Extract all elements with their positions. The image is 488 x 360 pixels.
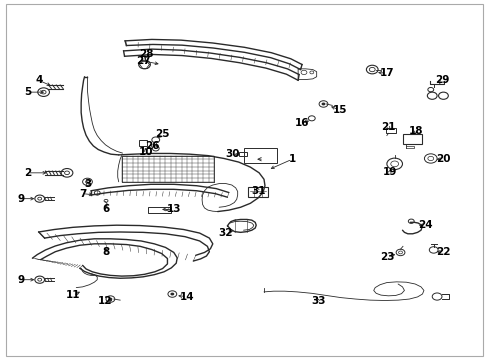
- Text: 32: 32: [218, 228, 233, 238]
- Text: 9: 9: [18, 194, 25, 204]
- Text: 4: 4: [35, 75, 42, 85]
- Circle shape: [321, 103, 325, 105]
- Circle shape: [170, 293, 174, 296]
- Text: 26: 26: [145, 141, 160, 151]
- Text: 16: 16: [294, 118, 308, 128]
- Text: 30: 30: [224, 149, 239, 159]
- Text: 23: 23: [379, 252, 393, 262]
- Text: 29: 29: [434, 75, 448, 85]
- Text: 9: 9: [18, 275, 25, 285]
- Text: 19: 19: [382, 167, 396, 177]
- Text: 31: 31: [250, 186, 265, 197]
- Text: 21: 21: [380, 122, 395, 132]
- Text: 6: 6: [102, 204, 109, 215]
- Text: 2: 2: [24, 168, 31, 178]
- Text: 10: 10: [139, 147, 153, 157]
- Text: 17: 17: [379, 68, 393, 78]
- Text: 33: 33: [311, 296, 325, 306]
- Text: 13: 13: [166, 204, 181, 215]
- Text: 27: 27: [136, 56, 150, 66]
- Text: 5: 5: [24, 87, 31, 97]
- Text: 7: 7: [79, 189, 86, 199]
- Text: 24: 24: [418, 220, 432, 230]
- Text: 8: 8: [102, 247, 109, 257]
- Text: 20: 20: [435, 154, 450, 164]
- Text: 3: 3: [84, 179, 91, 189]
- Text: 15: 15: [332, 105, 346, 115]
- Text: 11: 11: [65, 291, 80, 301]
- Text: 22: 22: [435, 247, 450, 257]
- Text: 28: 28: [139, 49, 153, 59]
- Text: 25: 25: [155, 129, 169, 139]
- Text: 12: 12: [98, 296, 113, 306]
- Circle shape: [108, 298, 112, 301]
- Text: 18: 18: [408, 126, 423, 135]
- Text: 14: 14: [179, 292, 194, 302]
- Text: 1: 1: [288, 154, 295, 164]
